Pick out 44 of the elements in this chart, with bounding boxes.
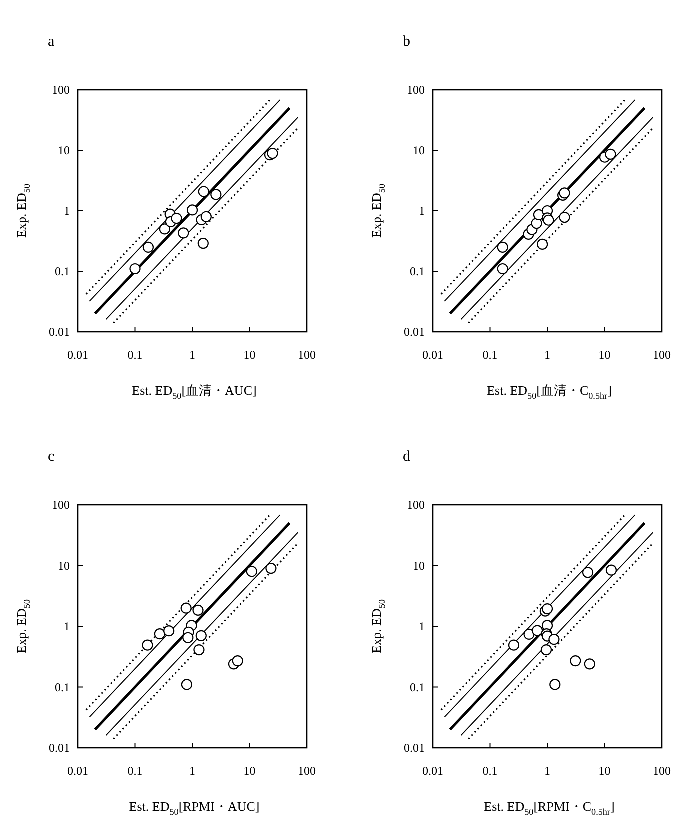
y-tick-label: 10 [58,144,70,158]
x-tick-label: 100 [653,348,671,362]
y-tick-label: 100 [52,83,70,97]
chart-title: d [403,449,411,465]
y-tick-label: 0.01 [404,325,425,339]
y-tick-label: 1 [64,204,70,218]
y-tick-label: 10 [413,144,425,158]
x-tick-label: 0.1 [128,764,143,778]
y-tick-label: 0.01 [49,325,70,339]
x-axis-title: Est. ED$_{50}$[RPMI・C$_{0.5hr}$] [484,799,615,816]
y-tick-label: 1 [64,620,70,634]
x-axis-title: Est. ED$_{50}$[血清・C$_{0.5hr}$] [487,383,612,401]
y-tick-label: 100 [407,83,425,97]
x-tick-label: 1 [190,764,196,778]
x-tick-label: 0.1 [482,764,498,778]
chart-title: b [403,34,410,50]
x-tick-label: 1 [544,764,550,778]
x-tick-label: 10 [598,348,611,362]
y-tick-label: 100 [52,498,70,512]
x-tick-label: 0.1 [128,348,143,362]
y-tick-label: 0.1 [410,680,425,694]
x-tick-label: 10 [244,348,256,362]
y-tick-label: 1 [419,204,425,218]
x-tick-label: 100 [653,764,671,778]
x-tick-label: 10 [598,764,611,778]
x-tick-label: 1 [544,348,550,362]
y-tick-label: 0.1 [55,680,70,694]
x-tick-label: 10 [244,764,256,778]
x-tick-label: 100 [298,764,316,778]
y-tick-label: 0.1 [55,264,70,278]
x-tick-label: 0.1 [482,348,498,362]
x-axis-title: Est. ED$_{50}$[血清・AUC] [132,383,257,401]
y-tick-label: 0.01 [404,741,425,755]
y-tick-label: 0.1 [410,264,425,278]
chart-title: a [48,34,55,50]
x-tick-label: 1 [190,348,196,362]
chart-title: c [48,449,55,465]
y-tick-label: 10 [58,558,70,573]
x-axis-title: Est. ED$_{50}$[RPMI・AUC] [129,799,260,816]
y-tick-label: 1 [419,620,425,634]
x-tick-label: 100 [298,348,316,362]
y-tick-label: 0.01 [49,741,70,755]
y-tick-label: 100 [407,498,425,512]
y-tick-label: 10 [413,558,425,573]
